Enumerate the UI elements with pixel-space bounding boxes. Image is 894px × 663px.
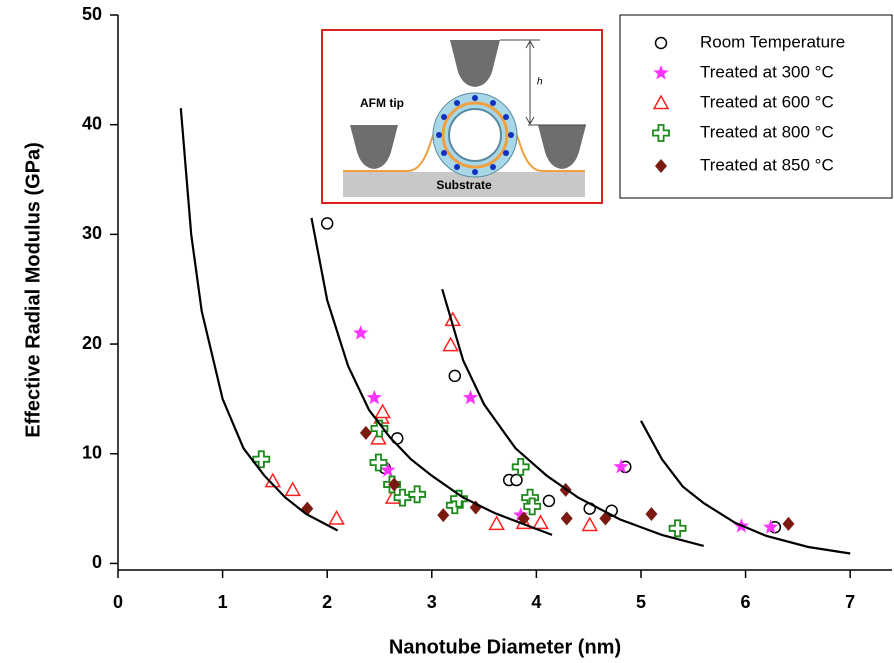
point (448, 369, 462, 383)
point (599, 511, 612, 526)
afm-tip-right (538, 125, 586, 169)
legend-marker (653, 65, 669, 80)
point (359, 425, 372, 440)
x-tick-label: 5 (636, 592, 646, 612)
legend-marker (655, 159, 667, 173)
afm-tip-left (350, 125, 398, 169)
x-tick-label: 3 (427, 592, 437, 612)
point (645, 507, 658, 522)
point (511, 457, 530, 476)
point (284, 481, 301, 497)
x-tick-label: 2 (322, 592, 332, 612)
deformation-line (343, 114, 585, 172)
point (252, 450, 271, 469)
fit-curve (640, 420, 851, 555)
legend-marker (654, 36, 668, 50)
point (560, 511, 573, 526)
y-tick-label: 0 (92, 552, 102, 572)
point (542, 494, 556, 508)
annotation: Substrate (436, 178, 492, 192)
annotation: h (537, 77, 543, 88)
point (408, 485, 427, 504)
x-axis-title: Nanotube Diameter (nm) (389, 636, 621, 658)
inset-diagram: AFM tip h Substrate (321, 29, 603, 204)
point (437, 508, 450, 523)
y-tick-label: 30 (82, 223, 102, 243)
point (469, 500, 482, 515)
atoms (436, 95, 514, 175)
h-arrowheads (525, 39, 535, 126)
x-tick-label: 4 (531, 592, 541, 612)
legend-label: Treated at 600 °C (700, 92, 834, 111)
y-tick-label: 10 (82, 442, 102, 462)
fit-curve (179, 108, 339, 532)
point (510, 473, 523, 487)
legend-label: Room Temperature (700, 32, 845, 51)
substrate (343, 172, 585, 197)
point (782, 516, 795, 531)
point (388, 477, 401, 492)
y-axis-title: Effective Radial Modulus (GPa) (22, 142, 44, 438)
legend-label: Treated at 300 °C (700, 62, 834, 81)
point (380, 462, 396, 477)
point (462, 389, 479, 405)
annotation: AFM tip (360, 96, 404, 110)
point (613, 458, 629, 474)
x-tick-label: 7 (845, 592, 855, 612)
tube-inner (448, 108, 502, 162)
fit-curve (441, 288, 704, 547)
y-tick-label: 50 (82, 4, 102, 24)
y-tick-label: 20 (82, 333, 102, 353)
point (366, 389, 382, 405)
legend-label: Treated at 800 °C (700, 122, 834, 141)
point (374, 403, 391, 419)
point (442, 336, 459, 352)
point (369, 453, 388, 472)
y-tick-label: 40 (82, 113, 102, 133)
point (393, 488, 412, 507)
point (488, 515, 505, 531)
tube-mid (441, 101, 509, 169)
x-tick-label: 0 (113, 592, 123, 612)
x-tick-label: 6 (741, 592, 751, 612)
point (763, 519, 779, 534)
legend-label: Treated at 850 °C (700, 155, 834, 174)
point (370, 429, 387, 445)
point (532, 514, 549, 530)
x-tick-label: 1 (218, 592, 228, 612)
point (513, 507, 529, 522)
afm-tip-top (450, 40, 500, 87)
point (523, 497, 542, 516)
point (320, 217, 334, 230)
legend-marker (652, 124, 670, 142)
point (581, 516, 599, 532)
point (668, 519, 687, 538)
point (328, 509, 345, 525)
legend-marker (652, 94, 670, 110)
fit-curve (310, 217, 553, 536)
point (353, 325, 369, 340)
